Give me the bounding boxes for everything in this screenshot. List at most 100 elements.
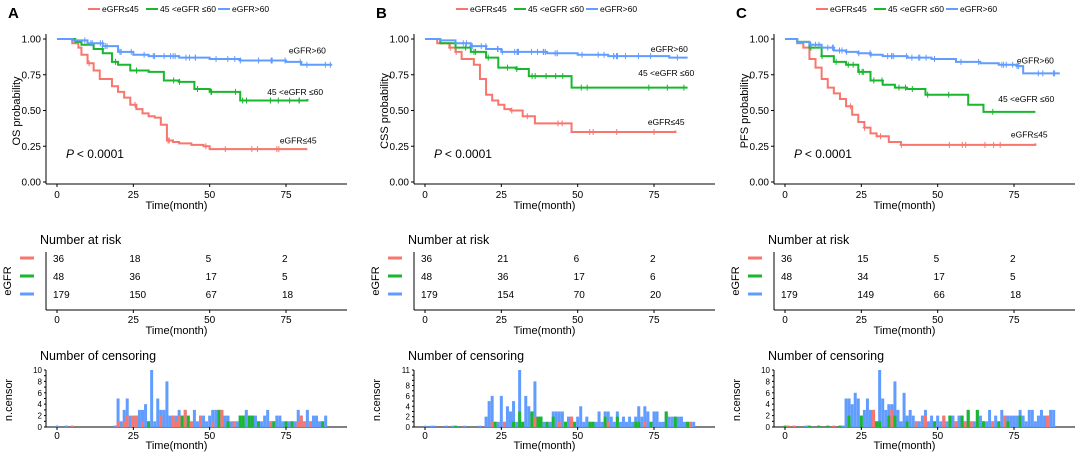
risk-number-low: 36 — [421, 254, 433, 265]
censor-bar-high — [1030, 409, 1034, 427]
censor-y-tick-label: 6 — [406, 392, 411, 401]
censor-bar-mid — [875, 421, 879, 427]
censor-bar-high — [652, 411, 656, 427]
risk-x-tick-label: 25 — [856, 315, 868, 326]
y-tick-label: 0.50 — [390, 106, 410, 117]
censor-x-tick-label: 0 — [54, 431, 60, 442]
censor-bar-high — [920, 415, 924, 427]
censor-mark-high — [958, 58, 963, 65]
censor-x-tick-label: 50 — [204, 431, 216, 442]
censor-mark-low — [133, 101, 138, 108]
censor-mark-low — [509, 107, 514, 114]
censor-bar-high — [692, 421, 696, 427]
censor-x-tick-label: 75 — [280, 431, 292, 442]
censor-bar-high — [609, 416, 613, 427]
censor-bar-mid — [591, 421, 595, 427]
censor-bar-mid — [847, 415, 851, 427]
censor-bar-mid — [838, 425, 842, 427]
censor-bar-high — [1024, 421, 1028, 427]
censor-bar-mid — [686, 421, 690, 427]
censor-bars — [55, 370, 328, 427]
censor-bar-high — [524, 395, 528, 427]
censor-bar-high — [554, 411, 558, 427]
x-tick-label: 25 — [856, 190, 868, 201]
censor-bar-low — [177, 415, 181, 427]
censor-bar-high — [579, 406, 583, 427]
censor-mark-high — [1016, 63, 1021, 70]
censor-bar-high — [585, 416, 589, 427]
legend-label-high: eGFR>60 — [600, 4, 637, 14]
censor-mark-high — [868, 50, 873, 57]
risk-x-axis-label: Time(month) — [146, 325, 208, 337]
censor-bar-low — [299, 415, 303, 427]
x-axis-label: Time(month) — [146, 200, 208, 212]
censor-bar-low — [131, 415, 135, 427]
censor-bar-mid — [649, 421, 653, 427]
y-axis-label: CSS probability — [379, 73, 391, 149]
censor-y-tick-label: 10 — [33, 366, 42, 375]
risk-number-low: 6 — [574, 254, 580, 265]
curve-label-mid: 45 <eGFR ≤60 — [267, 87, 323, 97]
panel-letter-B: B — [376, 5, 387, 22]
censor-mark-high — [529, 48, 534, 55]
censor-mark-mid — [208, 88, 213, 95]
censor-mark-low — [556, 120, 561, 127]
censor-mark-high — [904, 53, 909, 60]
censor-bar-high — [208, 415, 212, 427]
censor-bar-low — [786, 425, 790, 427]
censor-bar-high — [844, 398, 848, 427]
censor-bar-low — [969, 421, 973, 427]
censor-bar-high — [972, 421, 976, 427]
censor-title: Number of censoring — [408, 349, 524, 363]
censor-bar-low — [689, 421, 693, 427]
censor-bar-high — [223, 415, 227, 427]
censor-mark-high — [469, 43, 474, 50]
censor-mark-mid — [505, 64, 510, 71]
censor-bar-low — [171, 415, 175, 427]
censor-bar-high — [311, 415, 315, 427]
censor-bar-high — [597, 411, 601, 427]
censor-mark-mid — [585, 84, 590, 91]
risk-number-high: 150 — [129, 290, 146, 301]
censor-mark-high — [916, 54, 921, 61]
p-value: P < 0.0001 — [794, 147, 852, 161]
censor-bar-high — [628, 416, 632, 427]
censor-bar-high — [324, 415, 328, 427]
censor-bar-high — [119, 421, 123, 427]
censor-bar-mid — [933, 421, 937, 427]
censor-mark-mid — [925, 91, 930, 98]
panel-letter-C: C — [736, 5, 747, 22]
censor-mark-mid — [177, 78, 182, 85]
risk-number-low: 2 — [650, 254, 656, 265]
censor-bar-low — [174, 421, 178, 427]
censor-mark-low — [848, 103, 853, 110]
censor-bar-high — [496, 421, 500, 427]
risk-x-tick-label: 50 — [932, 315, 944, 326]
censor-mark-high — [328, 61, 333, 68]
censor-mark-high — [119, 48, 124, 55]
censor-mark-low — [998, 141, 1003, 148]
censor-mark-mid — [665, 84, 670, 91]
censor-mark-low — [899, 141, 904, 148]
y-tick-label: 0.75 — [390, 70, 410, 81]
censor-mark-low — [862, 124, 867, 131]
censor-y-tick-label: 11 — [402, 366, 411, 375]
censor-x-tick-label: 0 — [422, 431, 428, 442]
censor-bar-high — [315, 415, 319, 427]
censor-bar-high — [902, 392, 906, 427]
censor-bar-high — [287, 421, 291, 427]
censor-mark-high — [816, 41, 821, 48]
censor-mark-mid — [514, 66, 519, 73]
censor-bar-high — [116, 398, 120, 427]
censor-bar-low — [502, 421, 506, 427]
risk-x-tick-label: 50 — [204, 315, 216, 326]
risk-number-high: 149 — [857, 290, 874, 301]
censor-bar-high — [214, 409, 218, 427]
censor-bar-high — [156, 398, 160, 427]
censor-mark-high — [555, 50, 560, 57]
censor-mark-low — [255, 146, 260, 153]
censor-bar-low — [606, 421, 610, 427]
censor-bar-high — [515, 421, 519, 427]
risk-number-mid: 6 — [650, 272, 656, 283]
censor-bar-high — [985, 421, 989, 427]
